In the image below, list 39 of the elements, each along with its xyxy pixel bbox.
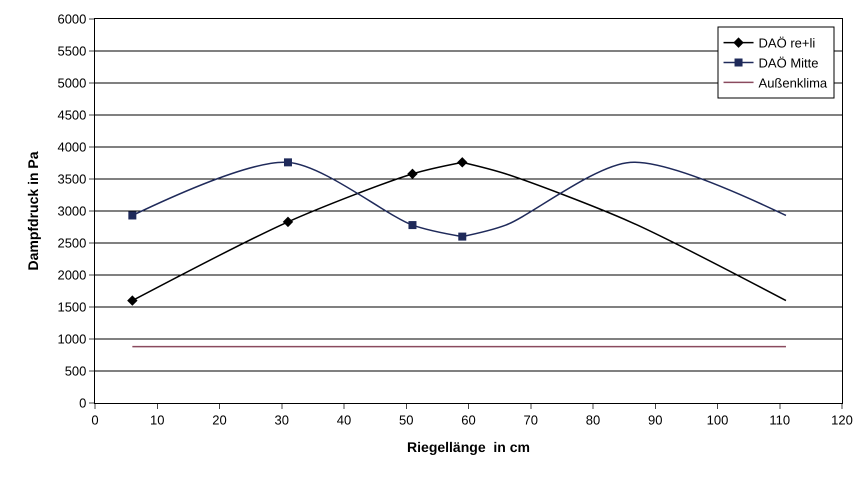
y-axis-title: Dampfdruck in Pa <box>25 151 42 271</box>
y-tick-label: 2000 <box>57 268 86 283</box>
y-tick-label: 5000 <box>57 76 86 91</box>
x-tick-label: 20 <box>212 412 227 428</box>
y-tick-label: 3000 <box>57 204 86 219</box>
y-tick-label: 4000 <box>57 140 86 155</box>
y-tick-label: 4500 <box>57 108 86 123</box>
point <box>457 157 468 168</box>
legend-label: DAÖ Mitte <box>758 56 818 71</box>
x-axis-title: Riegellänge in cm <box>407 438 530 455</box>
x-tick-label: 50 <box>399 412 414 428</box>
x-tick-label: 120 <box>831 412 853 428</box>
y-tick-label: 1000 <box>57 332 86 347</box>
x-tick-label: 10 <box>150 412 164 428</box>
y-tick-label: 500 <box>64 364 86 379</box>
y-tick-label: 1500 <box>57 300 86 315</box>
x-tick-label: 40 <box>336 412 352 428</box>
point <box>407 168 418 180</box>
x-tick-label: 0 <box>91 412 99 428</box>
x-tick-label: 70 <box>524 412 538 428</box>
legend-label: DAÖ re+li <box>758 36 816 51</box>
x-tick-label: 60 <box>461 412 476 428</box>
x-tick-label: 90 <box>648 412 662 428</box>
x-tick-label: 110 <box>769 412 790 428</box>
point <box>408 221 416 230</box>
y-tick-label: 3500 <box>57 172 86 187</box>
x-tick-label: 80 <box>586 412 600 428</box>
point <box>282 216 294 228</box>
y-tick-label: 0 <box>79 396 86 411</box>
point <box>128 211 136 220</box>
y-tick-label: 5500 <box>57 44 86 59</box>
legend-label: Außenklima <box>758 76 828 90</box>
y-tick-label: 2500 <box>57 236 86 251</box>
x-tick-label: 100 <box>706 412 728 428</box>
point <box>127 295 138 306</box>
point <box>458 232 466 241</box>
x-tick-label: 30 <box>274 412 289 428</box>
y-tick-label: 6000 <box>57 12 86 27</box>
point <box>284 158 292 166</box>
